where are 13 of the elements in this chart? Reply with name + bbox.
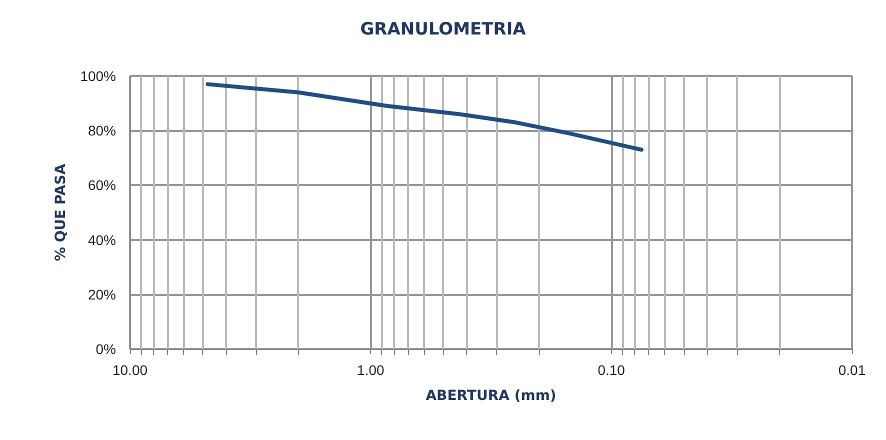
y-tick-label: 80% — [88, 122, 116, 139]
chart-title: GRANULOMETRIA — [360, 20, 527, 40]
y-tick-label: 0% — [96, 341, 116, 357]
y-tick-label: 20% — [88, 286, 116, 302]
y-tick-label: 60% — [88, 177, 116, 194]
x-tick-label: 10.00 — [112, 362, 148, 378]
x-tick-label: 0.10 — [598, 362, 626, 378]
x-axis-title: ABERTURA (mm) — [426, 388, 556, 404]
x-tick-label: 0.01 — [838, 362, 866, 378]
y-tick-label: 40% — [88, 232, 116, 248]
y-tick-label: 100% — [80, 68, 116, 84]
y-axis-title: % QUE PASA — [53, 164, 69, 262]
x-tick-label: 1.00 — [357, 362, 385, 378]
